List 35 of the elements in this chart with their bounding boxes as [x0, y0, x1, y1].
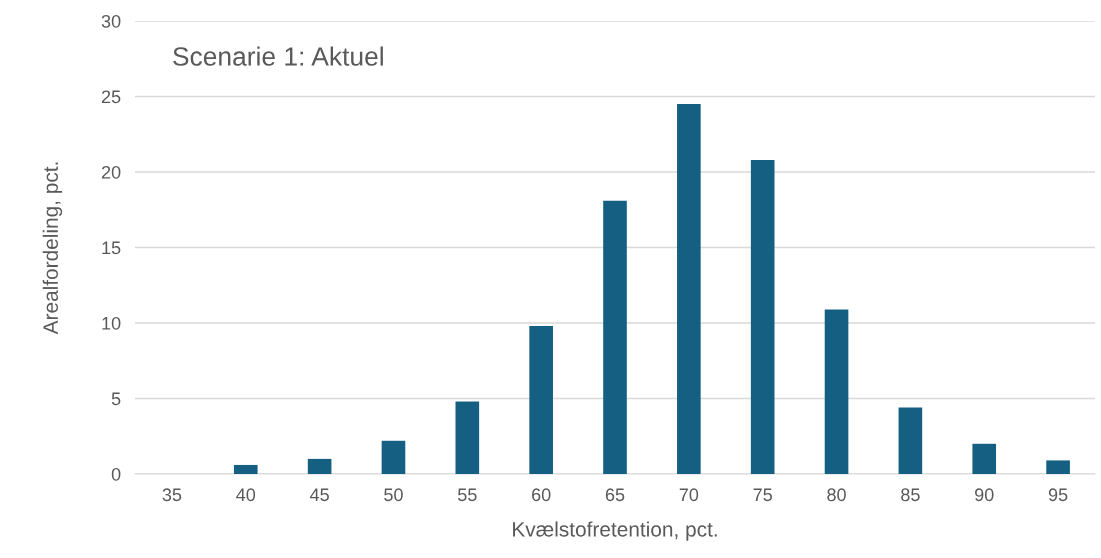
- x-tick-label: 45: [309, 488, 329, 502]
- x-tick-label: 50: [384, 488, 403, 502]
- x-tick-label: 80: [827, 488, 846, 502]
- y-tick-label: 10: [102, 316, 121, 330]
- x-tick-label: 85: [901, 488, 920, 502]
- y-tick-label: 20: [101, 165, 121, 179]
- y-tick-label: 0: [111, 467, 121, 481]
- bar: [529, 326, 553, 474]
- x-tick-label: 75: [753, 488, 772, 502]
- bar: [381, 440, 406, 474]
- y-axis-title: Arealfordeling, pct.: [42, 162, 63, 335]
- x-tick-label: 55: [457, 488, 477, 502]
- bar: [233, 464, 258, 474]
- bar: [307, 458, 332, 474]
- y-tick-label: 5: [111, 392, 121, 406]
- text: Scenarie 1: Aktuel: [173, 46, 383, 66]
- y-tick-label: 30: [101, 14, 121, 28]
- bar: [824, 309, 849, 474]
- y-tick-label: 15: [102, 241, 121, 255]
- bar: [972, 443, 997, 474]
- bar: [898, 407, 923, 474]
- x-tick-label: 90: [975, 488, 994, 502]
- x-tick-label: 70: [679, 488, 699, 502]
- x-axis-title: Kvælstofretention, pct.: [513, 521, 717, 541]
- bar: [603, 200, 627, 474]
- x-tick-label: 60: [532, 488, 551, 502]
- bar: [677, 104, 701, 474]
- bar: [455, 401, 480, 474]
- y-tick-label: 25: [101, 90, 121, 104]
- x-tick-label: 65: [605, 488, 625, 502]
- bar: [1046, 460, 1070, 474]
- x-tick-label: 95: [1048, 488, 1068, 502]
- x-tick-label: 35: [162, 488, 182, 502]
- x-tick-label: 40: [236, 488, 256, 502]
- bar: [750, 159, 775, 474]
